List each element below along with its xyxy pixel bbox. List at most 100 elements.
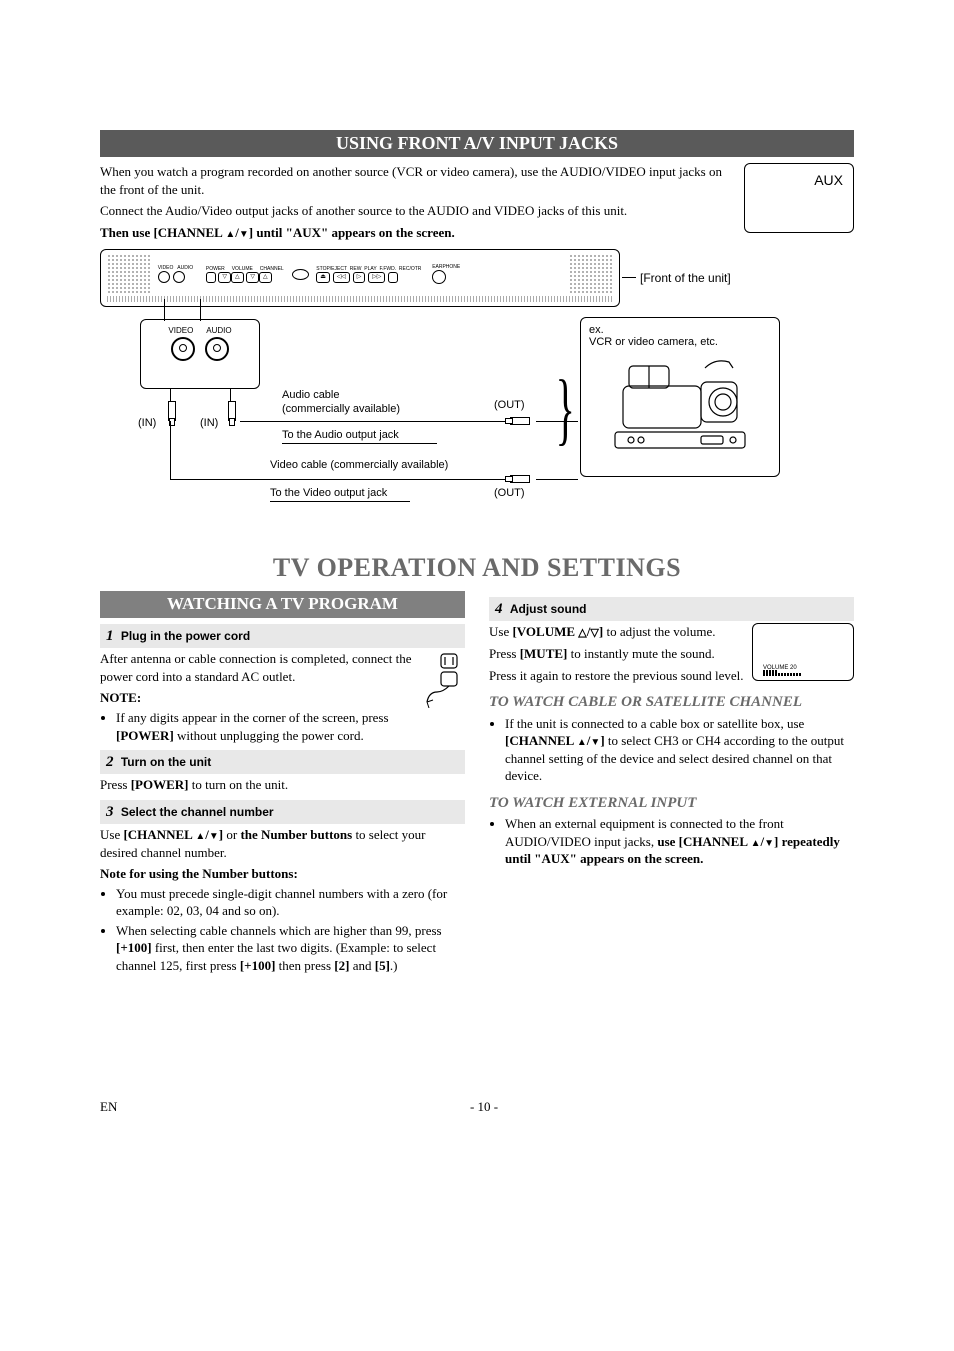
jack-panel-detail: VIDEO AUDIO [140, 319, 260, 389]
para-then-use-a: Then use [CHANNEL [100, 225, 225, 240]
power-plug-icon [423, 652, 465, 708]
ch-up-icon: △ [259, 272, 272, 283]
step-1-title: Plug in the power cord [121, 629, 250, 643]
camcorder-icon [605, 352, 755, 452]
note-list: If any digits appear in the corner of th… [100, 709, 465, 744]
list-item: If the unit is connected to a cable box … [505, 715, 854, 785]
text: .) [390, 958, 398, 973]
panel-label: REC/OTR [399, 266, 422, 272]
triangle-up-icon [195, 827, 205, 842]
text: without unplugging the power cord. [174, 728, 364, 743]
connector-line [170, 421, 171, 479]
text: [MUTE] [520, 646, 568, 661]
step-3-title: Select the channel number [121, 805, 274, 819]
plug-icon [510, 417, 530, 425]
text: to turn on the unit. [188, 777, 288, 792]
rew-icon: ◁◁ [333, 272, 350, 283]
video-jack-icon [171, 337, 195, 361]
page-footer: EN - 10 - [100, 1099, 854, 1115]
left-column: WATCHING A TV PROGRAM 1 Plug in the powe… [100, 591, 465, 978]
triangle-down-icon [209, 827, 219, 842]
text: the Number buttons [240, 827, 352, 842]
footer-right [851, 1099, 854, 1115]
ex-label: ex. [589, 324, 771, 336]
triangle-up-icon [225, 225, 235, 240]
text: Use [489, 624, 512, 639]
para-then-use: Then use [CHANNEL /] until "AUX" appears… [100, 224, 854, 242]
text: [POWER] [131, 777, 189, 792]
text: and [349, 958, 374, 973]
step-number: 3 [106, 804, 114, 820]
text: If the unit is connected to a cable box … [505, 716, 804, 731]
panel-label: PLAY [364, 266, 376, 272]
subhead-cable: TO WATCH CABLE OR SATELLITE CHANNEL [489, 692, 854, 712]
right-column: 4 Adjust sound VOLUME 20 Use [VOLUME /] … [489, 591, 854, 978]
commercial-label: (commercially available) [282, 403, 400, 415]
unit-front-panel: VIDEO AUDIO POWER VOLUME CHANNEL ▽△ ▽△ [100, 249, 620, 307]
connector-line [170, 479, 510, 480]
text: [+100] [240, 958, 276, 973]
triangle-up-outline-icon [578, 624, 586, 639]
text: use [CHANNEL [657, 834, 750, 849]
audio-label: AUDIO [206, 326, 231, 335]
round-button-icon [292, 269, 309, 280]
ch-down-icon: ▽ [246, 272, 259, 283]
plug-icon [228, 401, 236, 421]
step-4-head: 4 Adjust sound [489, 597, 854, 621]
aux-label: AUX [814, 172, 843, 188]
connector-line [536, 479, 578, 480]
list-item: You must precede single-digit channel nu… [116, 885, 465, 920]
external-list: When an external equipment is connected … [489, 815, 854, 868]
out-label: (OUT) [494, 487, 525, 499]
video-label: VIDEO [168, 326, 193, 335]
subsection-banner-watching: WATCHING A TV PROGRAM [100, 591, 465, 618]
step-4-title: Adjust sound [510, 602, 587, 616]
triangle-down-outline-icon [590, 624, 598, 639]
para-when-you-watch: When you watch a program recorded on ano… [100, 163, 854, 198]
text: to instantly mute the sound. [567, 646, 714, 661]
cable-list: If the unit is connected to a cable box … [489, 715, 854, 785]
brace-icon: } [556, 369, 575, 449]
vol-down-icon: ▽ [218, 272, 231, 283]
text: [VOLUME [512, 624, 578, 639]
external-source-box: ex. VCR or video camera, etc. [580, 317, 780, 477]
out-label: (OUT) [494, 399, 525, 411]
footer-left: EN [100, 1099, 117, 1115]
step-2-head: 2 Turn on the unit [100, 750, 465, 774]
plug-icon [168, 401, 176, 421]
in-label: (IN) [200, 417, 218, 429]
connection-diagram: VIDEO AUDIO POWER VOLUME CHANNEL ▽△ ▽△ [100, 249, 854, 529]
text: Press [489, 646, 520, 661]
text: [5] [375, 958, 390, 973]
step-3-head: 3 Select the channel number [100, 800, 465, 824]
jack-icon [158, 271, 170, 283]
list-item: When an external equipment is connected … [505, 815, 854, 868]
panel-label: CHANNEL [260, 266, 284, 272]
ffwd-icon: ▷▷ [368, 272, 385, 283]
vcr-label: VCR or video camera, etc. [589, 336, 771, 348]
connector-line [282, 443, 437, 444]
panel-stripe [107, 296, 613, 302]
step-number: 2 [106, 754, 114, 770]
panel-label: REW [350, 266, 362, 272]
connector-line [164, 299, 165, 321]
text: Press [100, 777, 131, 792]
step-number: 4 [495, 601, 503, 617]
step-3-list: You must precede single-digit channel nu… [100, 885, 465, 975]
list-item: When selecting cable channels which are … [116, 922, 465, 975]
triangle-up-icon [751, 834, 761, 849]
subhead-external: TO WATCH EXTERNAL INPUT [489, 793, 854, 813]
audio-jack-icon [205, 337, 229, 361]
text: to adjust the volume. [603, 624, 715, 639]
panel-label: STOP/EJECT [316, 266, 347, 272]
page-title: TV OPERATION AND SETTINGS [100, 553, 854, 583]
to-audio-label: To the Audio output jack [282, 429, 399, 441]
section-banner-front-av: USING FRONT A/V INPUT JACKS [100, 130, 854, 157]
video-cable-label: Video cable (commercially available) [270, 459, 448, 471]
plug-icon [510, 475, 530, 483]
text: When selecting cable channels which are … [116, 923, 442, 938]
volume-bars [763, 659, 802, 677]
text: Use [100, 827, 123, 842]
triangle-up-icon [577, 733, 587, 748]
aux-screen-box: AUX [744, 163, 854, 233]
